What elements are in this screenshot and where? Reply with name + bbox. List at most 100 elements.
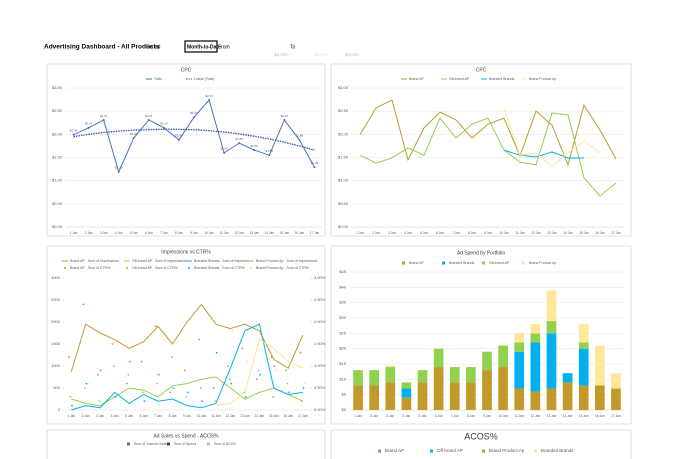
- chart-panel: [46, 429, 326, 459]
- ctr-point: [230, 382, 233, 385]
- y2-tick-label: 0.00%: [314, 407, 326, 412]
- x-tick-label: 1 Jan: [67, 414, 75, 418]
- ctr-point: [260, 378, 263, 381]
- ctr-point: [156, 382, 159, 385]
- x-tick-label: 1 Jan: [70, 231, 78, 235]
- point: [298, 138, 301, 141]
- x-tick-label: 5 Jan: [125, 414, 133, 418]
- chart-title: CPC: [476, 67, 487, 73]
- data-label: $1.88: [175, 134, 183, 138]
- bar-segment: [498, 367, 508, 410]
- x-tick-label: 3 Jan: [100, 231, 108, 235]
- data-label: $2.37: [190, 111, 198, 115]
- period-value[interactable]: Month-to-Date: [187, 44, 221, 50]
- point: [313, 166, 316, 169]
- ctr-point: [214, 400, 217, 403]
- bar-segment: [401, 397, 412, 410]
- y-tick-label: $40: [339, 284, 346, 289]
- bar-segment: [353, 385, 363, 410]
- chart-title: ACOS%: [464, 431, 498, 441]
- point: [102, 118, 105, 121]
- legend-swatch: [482, 449, 485, 453]
- x-tick-label: 12 Jan: [531, 414, 541, 418]
- data-label: $2.14: [160, 122, 168, 126]
- legend-label: Brand Product Ap: [529, 77, 556, 81]
- legend-swatch: [402, 261, 405, 265]
- x-tick-label: 2 Jan: [85, 231, 93, 235]
- x-tick-label: 17 Jan: [611, 231, 621, 235]
- y-tick-label: $0.00: [52, 224, 63, 229]
- y2-tick-label: 2.50%: [314, 297, 326, 302]
- ctr-point: [172, 387, 175, 389]
- x-tick-label: 13 Jan: [240, 414, 250, 418]
- x-tick-label: 11 Jan: [211, 414, 221, 418]
- legend-label: Sum of ACOS: [214, 442, 236, 446]
- bar-segment: [449, 367, 460, 383]
- ctr-point: [301, 400, 303, 403]
- legend-label: Off-brand AP: [489, 261, 510, 265]
- x-tick-label: 6 Jan: [436, 231, 444, 235]
- point: [283, 118, 286, 121]
- y2-tick-label: 1.00%: [314, 363, 326, 368]
- legend-label: Linear (Total): [194, 77, 214, 81]
- legend-label: Off-brand AP - Sum of CTR%: [132, 266, 178, 270]
- stat: $3,025: [345, 52, 359, 57]
- bar-segment: [482, 370, 492, 410]
- ctr-point: [288, 391, 290, 394]
- to-label: To: [290, 44, 296, 50]
- bar-segment: [514, 388, 525, 410]
- legend-label: Brand AP: [385, 448, 404, 453]
- x-tick-label: 10 Jan: [197, 414, 207, 418]
- legend-swatch: [207, 442, 210, 446]
- y-tick-label: $10: [339, 376, 346, 381]
- point: [253, 149, 256, 152]
- data-label: $1.92: [130, 132, 138, 136]
- x-tick-label: 11 Jan: [219, 231, 229, 235]
- bar-segment: [594, 385, 605, 410]
- x-tick-label: 4 Jan: [111, 414, 119, 418]
- bar-segment: [546, 290, 557, 322]
- x-tick-label: 16 Jan: [295, 231, 305, 235]
- ctr-point: [169, 391, 172, 394]
- x-tick-label: 3 Jan: [96, 414, 104, 418]
- x-tick-label: 15 Jan: [269, 414, 279, 418]
- ctr-point: [112, 365, 115, 367]
- x-tick-label: 14 Jan: [563, 231, 573, 235]
- point: [132, 137, 135, 140]
- y-tick-label: $2.00: [52, 131, 63, 136]
- x-tick-label: 5 Jan: [419, 414, 427, 418]
- x-tick-label: 13 Jan: [249, 231, 259, 235]
- chart-title: Ad Sales vs Spend - ACOS%: [153, 433, 219, 439]
- line-series: [359, 99, 617, 167]
- bar-segment: [417, 382, 428, 410]
- ctr-point: [241, 347, 244, 350]
- ctr-point: [199, 387, 202, 389]
- point: [147, 118, 150, 121]
- bar-segment: [514, 333, 525, 343]
- legend-label: Brand AP: [409, 77, 424, 81]
- y-tick-label: $1.50: [52, 155, 63, 160]
- y-tick-label: $3.00: [52, 85, 63, 90]
- bar-segment: [369, 385, 380, 410]
- line-series: [70, 303, 304, 372]
- ctr-point: [68, 356, 70, 359]
- period-box[interactable]: [184, 40, 218, 53]
- y-tick-label: $15: [339, 361, 346, 366]
- legend-label: Off-brand AP: [449, 77, 470, 81]
- line-series: [71, 323, 303, 411]
- bar-segment: [594, 345, 605, 386]
- bar-segment: [530, 342, 541, 392]
- x-tick-label: 10 Jan: [204, 231, 214, 235]
- legend-swatch: [442, 261, 445, 265]
- legend-label: Brand Product Ap: [489, 448, 525, 453]
- ctr-point: [128, 360, 131, 363]
- legend-label: Brand Product Ap - Sum of CTR%: [256, 266, 309, 270]
- ctr-point: [212, 387, 215, 389]
- bar-segment: [562, 382, 573, 410]
- bar-segment: [562, 373, 573, 383]
- y-tick-label: $35: [339, 300, 346, 305]
- bar-segment: [530, 391, 541, 410]
- x-tick-label: 17 Jan: [310, 231, 320, 235]
- point: [117, 170, 120, 173]
